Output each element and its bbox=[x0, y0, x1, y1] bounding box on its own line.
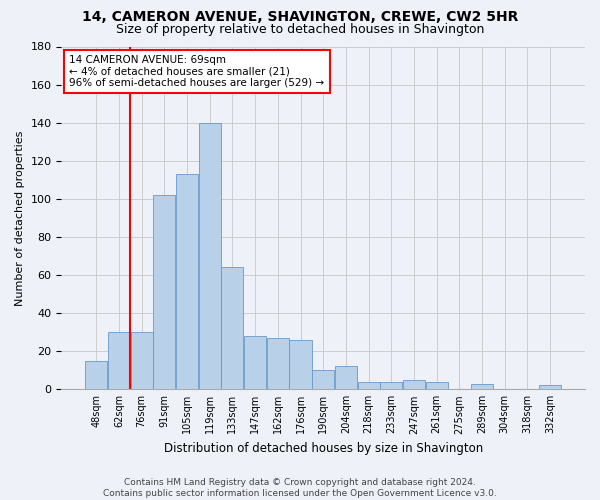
Bar bbox=[380, 382, 403, 390]
Bar bbox=[335, 366, 357, 390]
Text: Size of property relative to detached houses in Shavington: Size of property relative to detached ho… bbox=[116, 22, 484, 36]
Bar bbox=[221, 268, 244, 390]
Bar bbox=[131, 332, 152, 390]
Bar bbox=[289, 340, 311, 390]
Bar bbox=[471, 384, 493, 390]
Y-axis label: Number of detached properties: Number of detached properties bbox=[15, 130, 25, 306]
Bar bbox=[176, 174, 198, 390]
Bar bbox=[403, 380, 425, 390]
Bar bbox=[539, 386, 561, 390]
Bar bbox=[425, 382, 448, 390]
Text: 14 CAMERON AVENUE: 69sqm
← 4% of detached houses are smaller (21)
96% of semi-de: 14 CAMERON AVENUE: 69sqm ← 4% of detache… bbox=[69, 55, 325, 88]
Bar bbox=[267, 338, 289, 390]
Bar bbox=[244, 336, 266, 390]
Text: Contains HM Land Registry data © Crown copyright and database right 2024.
Contai: Contains HM Land Registry data © Crown c… bbox=[103, 478, 497, 498]
Text: 14, CAMERON AVENUE, SHAVINGTON, CREWE, CW2 5HR: 14, CAMERON AVENUE, SHAVINGTON, CREWE, C… bbox=[82, 10, 518, 24]
Bar bbox=[358, 382, 380, 390]
Bar bbox=[312, 370, 334, 390]
Bar bbox=[153, 195, 175, 390]
X-axis label: Distribution of detached houses by size in Shavington: Distribution of detached houses by size … bbox=[164, 442, 483, 455]
Bar bbox=[199, 122, 221, 390]
Bar bbox=[108, 332, 130, 390]
Bar bbox=[85, 360, 107, 390]
